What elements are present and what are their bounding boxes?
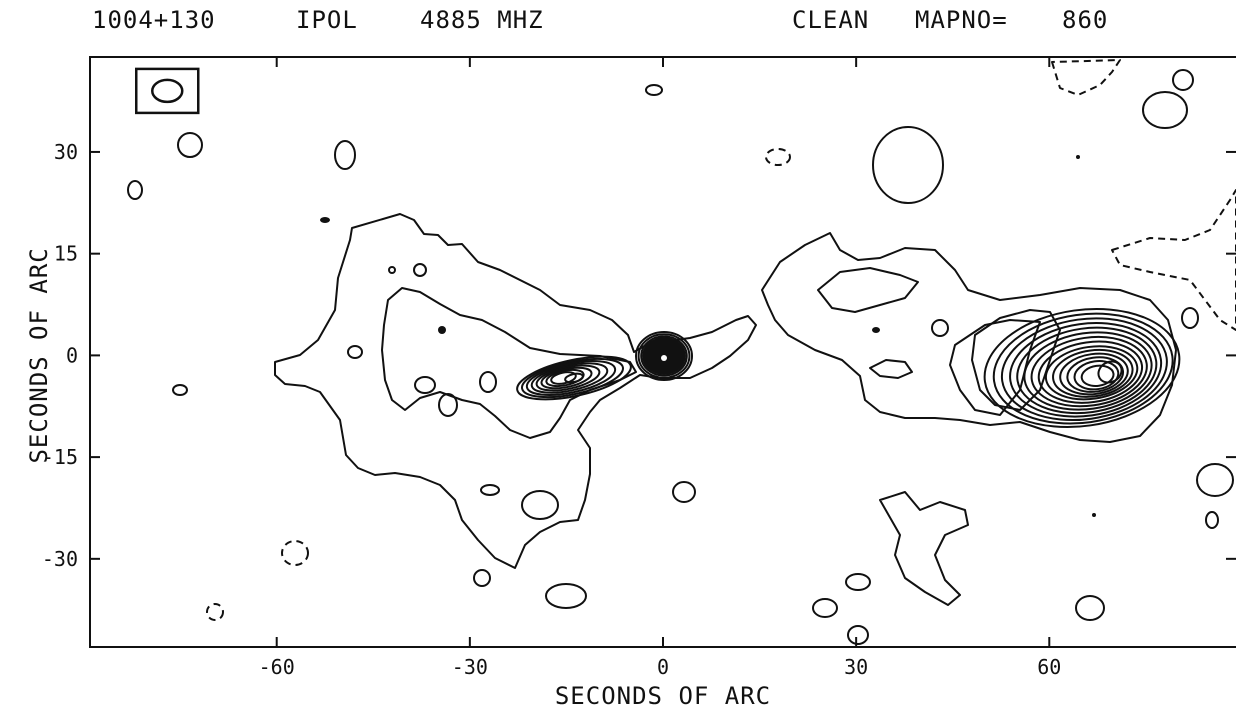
contour-dot (1092, 513, 1096, 517)
beam-frame (135, 67, 200, 115)
contour-line (1205, 511, 1219, 529)
contour-line (1037, 340, 1144, 404)
contour-line (645, 84, 663, 96)
contour-dot (1076, 155, 1080, 159)
contour-line (1000, 317, 1168, 422)
y-tick-label: 30 (54, 140, 78, 164)
y-tick-label: -15 (42, 445, 78, 469)
map-number-value: 860 (1062, 6, 1109, 34)
contour-line (640, 335, 688, 377)
contour-line (525, 360, 617, 396)
y-tick-label: 0 (66, 343, 78, 367)
contour-line (521, 357, 624, 399)
beam-ellipse (151, 78, 184, 104)
contour-line (1059, 352, 1129, 396)
y-axis-title: SECONDS OF ARC (25, 247, 53, 463)
contour-line (550, 371, 577, 385)
observing-frequency: 4885 MHZ (420, 6, 544, 34)
contour-line (869, 359, 913, 379)
contour-line (177, 132, 203, 158)
map-type: CLEAN (792, 6, 870, 34)
contour-line (1142, 91, 1188, 129)
contour-line (1016, 326, 1158, 415)
contour-line (761, 232, 1177, 443)
contour-line (172, 384, 188, 396)
contour-line (931, 319, 949, 337)
contour-line (381, 287, 637, 439)
y-axis-ticks: 30 15 0 -15 -30 (42, 140, 1236, 571)
contour-line (1023, 331, 1153, 411)
contour-layer (127, 59, 1236, 645)
stokes-parameter: IPOL (296, 6, 358, 34)
contour-line (1009, 322, 1163, 418)
contour-line (545, 583, 587, 609)
contour-line (1075, 595, 1105, 621)
contour-line (971, 309, 1061, 411)
contour-line (473, 569, 491, 587)
contour-line (637, 333, 691, 379)
contour-line (879, 491, 969, 606)
map-number-label: MAPNO= (915, 6, 1008, 34)
core-center (661, 355, 667, 361)
contour-line (1066, 356, 1125, 393)
x-tick-label: 60 (1037, 655, 1061, 679)
contour-line (1196, 463, 1234, 497)
contour-line (1181, 307, 1199, 329)
x-axis-title: SECONDS OF ARC (555, 682, 771, 710)
contour-line (438, 393, 458, 417)
contour-dot (872, 327, 880, 333)
contour-line (812, 598, 838, 618)
x-axis-ticks: -60 -30 0 30 60 (259, 57, 1061, 679)
contour-line (479, 371, 497, 393)
contour-line (521, 490, 559, 520)
x-tick-label: -30 (452, 655, 488, 679)
contour-line (127, 180, 143, 200)
contour-line (564, 372, 584, 384)
contour-line (516, 355, 632, 401)
negative-contour (765, 148, 791, 166)
contour-line (347, 345, 363, 359)
contour-line (1030, 335, 1148, 408)
contour-dot (320, 217, 330, 223)
negative-contour (281, 540, 309, 566)
y-tick-label: 15 (54, 242, 78, 266)
contour-dot (438, 326, 446, 334)
contour-line (1044, 345, 1139, 401)
contour-line (1097, 360, 1123, 384)
contour-line (545, 368, 585, 388)
contour-line (480, 484, 500, 496)
contour-line (817, 267, 919, 313)
contour-line (845, 573, 871, 591)
contour-line (635, 331, 693, 381)
x-tick-label: 0 (657, 655, 669, 679)
contour-line (1073, 360, 1120, 391)
contour-line (872, 126, 944, 204)
contour-line (1051, 59, 1121, 96)
x-tick-label: 30 (844, 655, 868, 679)
contour-line (672, 481, 696, 503)
contour-line (388, 266, 396, 274)
contour-line (847, 625, 869, 645)
contour-line (992, 312, 1174, 425)
contour-line (1052, 348, 1134, 398)
x-tick-label: -60 (259, 655, 295, 679)
contour-line (530, 362, 609, 394)
contour-line (540, 366, 593, 390)
contour-line (1111, 189, 1236, 331)
contour-line (1172, 69, 1194, 91)
contour-line (535, 364, 601, 392)
map-header: 1004+130 IPOL 4885 MHZ CLEAN MAPNO= 860 (0, 0, 1236, 52)
contour-line (1080, 364, 1115, 387)
negative-contour (206, 603, 224, 621)
contour-line (949, 319, 1041, 416)
y-tick-label: -30 (42, 547, 78, 571)
contour-line (983, 307, 1181, 429)
beam-box (135, 67, 200, 115)
source-name: 1004+130 (92, 6, 216, 34)
contour-line (413, 263, 427, 277)
contour-line (274, 213, 757, 569)
contour-line (414, 376, 436, 394)
contour-line (334, 140, 356, 170)
